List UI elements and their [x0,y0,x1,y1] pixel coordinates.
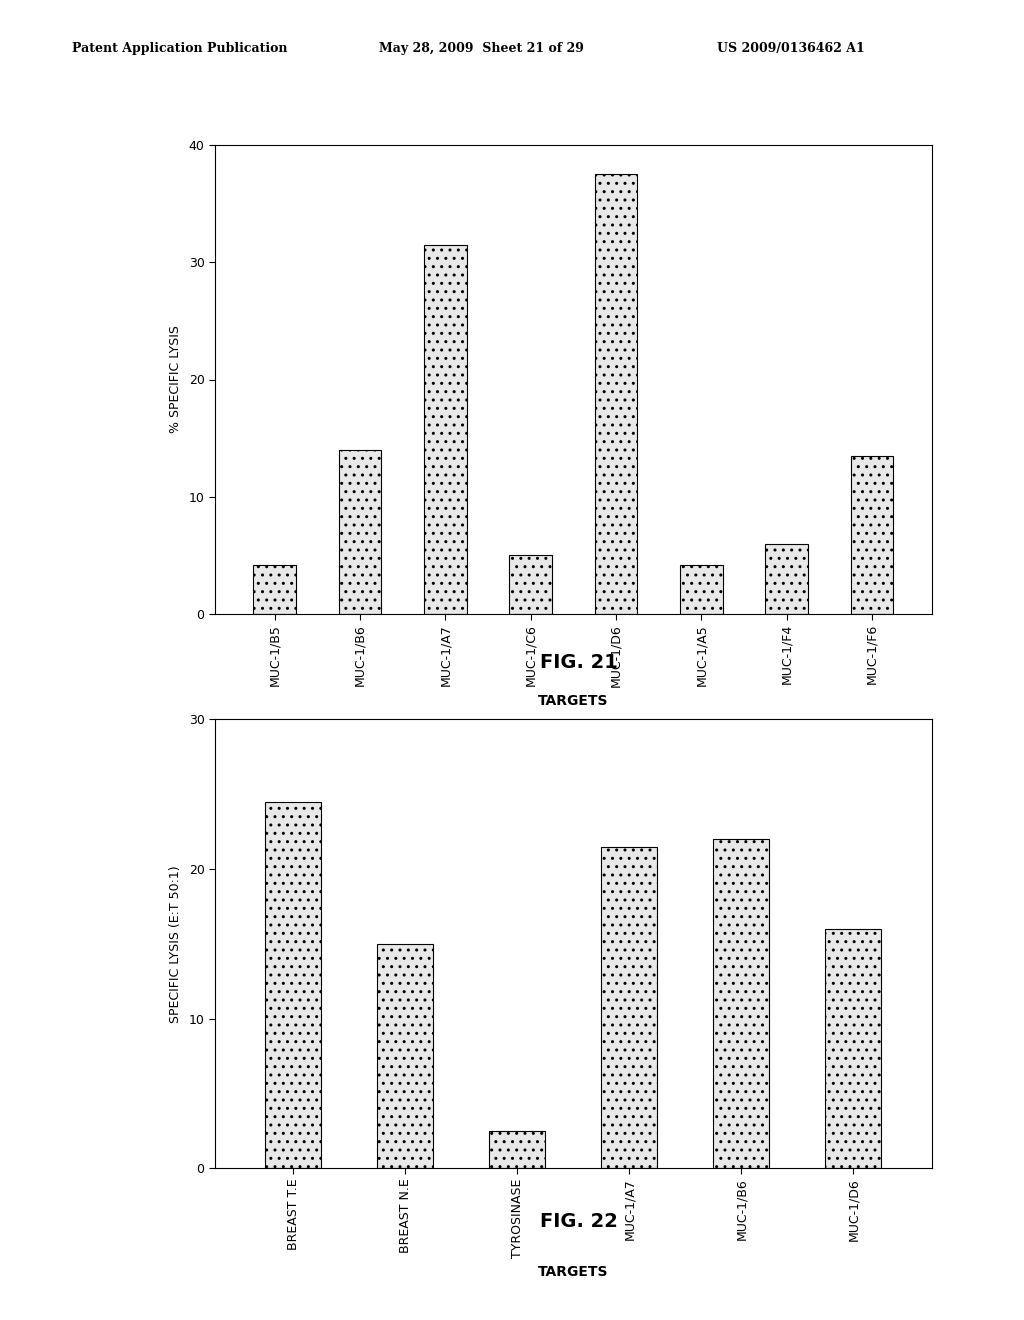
Y-axis label: % SPECIFIC LYSIS: % SPECIFIC LYSIS [169,326,182,433]
Text: FIG. 22: FIG. 22 [540,1212,617,1230]
Bar [253,565,296,614]
Bar [680,565,723,614]
Bar [489,1131,546,1168]
Bar [851,455,893,614]
Y-axis label: SPECIFIC LYSIS (E:T 50:1): SPECIFIC LYSIS (E:T 50:1) [169,865,182,1023]
X-axis label: TARGETS: TARGETS [539,694,608,708]
Bar [265,801,322,1168]
Bar [424,244,467,614]
Bar [825,929,882,1168]
Bar [714,840,769,1168]
Bar [601,846,657,1168]
Bar [378,944,433,1168]
Bar [339,450,381,614]
X-axis label: TARGETS: TARGETS [539,1265,608,1279]
Text: US 2009/0136462 A1: US 2009/0136462 A1 [717,42,864,55]
Bar [765,544,808,614]
Bar [595,174,637,614]
Bar [509,556,552,614]
Text: May 28, 2009  Sheet 21 of 29: May 28, 2009 Sheet 21 of 29 [379,42,584,55]
Text: FIG. 21: FIG. 21 [540,653,617,672]
Text: Patent Application Publication: Patent Application Publication [72,42,287,55]
